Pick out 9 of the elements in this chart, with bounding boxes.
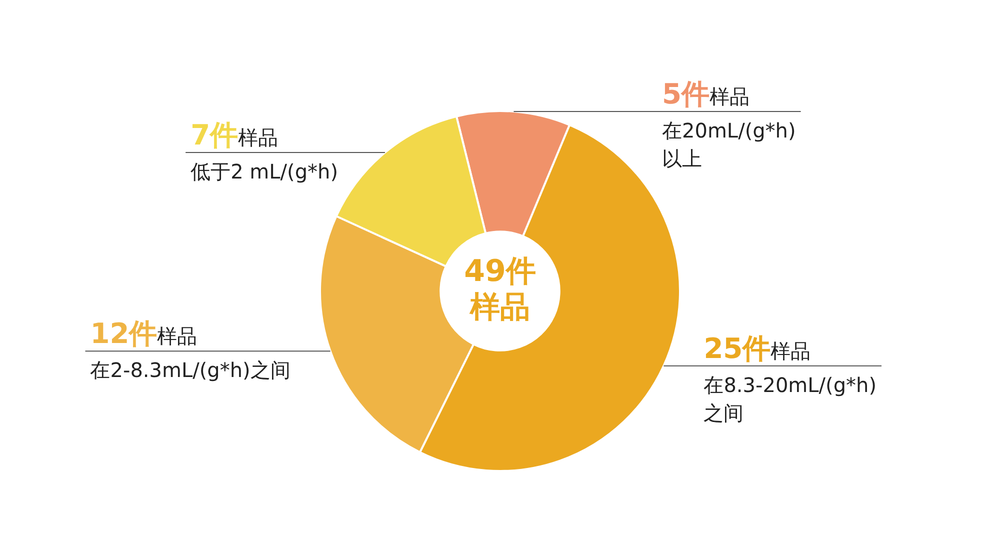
data-label: 25件样品	[704, 332, 811, 365]
data-label: 7件样品	[190, 118, 278, 152]
data-label: 12件样品	[90, 317, 198, 350]
slice-label: 在20mL/(g*h) 以上	[662, 118, 796, 171]
slice-label: 在8.3-20mL/(g*h) 之间	[704, 372, 877, 425]
slice-label: 低于2 mL/(g*h)	[190, 160, 338, 184]
text: 49件样品	[464, 254, 536, 325]
data-label: 5件样品	[662, 78, 750, 111]
slice-label: 在2-8.3mL/(g*h)之间	[90, 358, 290, 382]
